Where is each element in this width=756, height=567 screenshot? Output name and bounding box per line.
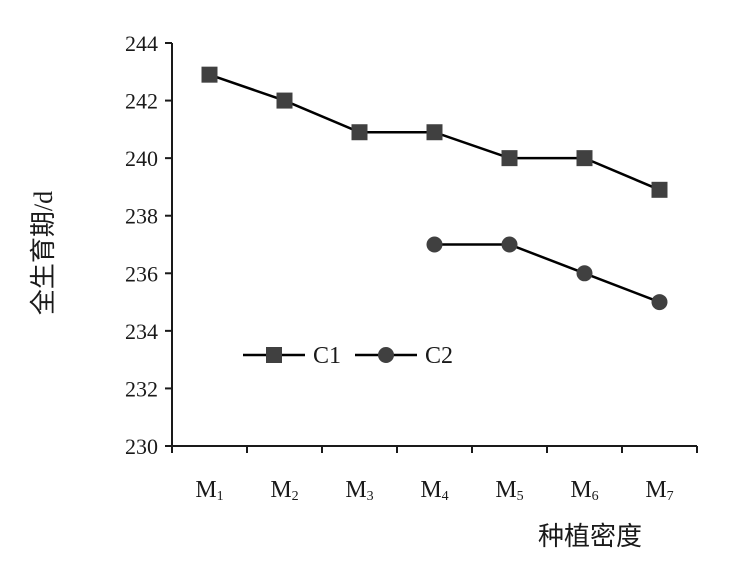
data-point [426, 124, 443, 141]
series-c1 [201, 66, 668, 198]
data-point [351, 124, 368, 141]
y-axis-title: 全生育期/d [29, 191, 58, 315]
data-point [651, 294, 668, 311]
y-tick-label: 238 [125, 204, 158, 229]
x-tick-label: M7 [645, 477, 673, 504]
x-tick-label-base: M [420, 477, 441, 503]
x-tick-label-subscript: 5 [517, 489, 524, 504]
x-tick-label-base: M [270, 477, 291, 503]
series-line [434, 243, 660, 304]
x-tick-label-subscript: 3 [367, 489, 374, 504]
x-tick-label: M6 [570, 477, 598, 504]
x-tick-label-base: M [570, 477, 591, 503]
legend: C1 C2 [243, 343, 453, 369]
y-tick-label: 244 [125, 31, 158, 56]
x-tick-label-subscript: 6 [592, 489, 599, 504]
data-point [276, 92, 293, 109]
x-tick-label-base: M [495, 477, 516, 503]
legend-item-c2: C2 [355, 343, 453, 369]
y-tick-label: 242 [125, 89, 158, 114]
data-point [201, 66, 218, 83]
legend-label: C2 [425, 343, 453, 369]
data-point [501, 150, 518, 167]
data-point [651, 181, 668, 198]
x-tick-label: M3 [345, 477, 373, 504]
x-tick-label-subscript: 4 [442, 489, 449, 504]
y-tick-label: 240 [125, 146, 158, 171]
legend-item-c1: C1 [243, 343, 341, 369]
y-tick-label: 236 [125, 261, 158, 286]
x-tick-label-base: M [345, 477, 366, 503]
x-tick-label: M5 [495, 477, 523, 504]
x-tick-label-base: M [645, 477, 666, 503]
x-axis-title: 种植密度 [538, 522, 642, 551]
legend-marker [266, 347, 282, 363]
series-layer [201, 66, 668, 311]
y-tick-label: 230 [125, 434, 158, 459]
x-tick-label: M2 [270, 477, 298, 504]
x-tick-label-subscript: 1 [217, 489, 224, 504]
x-tick-label: M1 [195, 477, 223, 504]
legend-marker [378, 347, 394, 363]
data-point [576, 150, 593, 167]
data-point [501, 236, 518, 253]
x-tick-label-subscript: 2 [292, 489, 299, 504]
x-ticks: M1 M2 M3 M4 M5 M6 M7 [171, 446, 698, 504]
data-point [426, 236, 443, 253]
x-tick-label-base: M [195, 477, 216, 503]
x-tick-label: M4 [420, 477, 448, 504]
x-tick-label-subscript: 7 [667, 489, 674, 504]
series-c2 [426, 236, 668, 311]
y-tick-label: 234 [125, 319, 158, 344]
legend-label: C1 [313, 343, 341, 369]
data-point [576, 265, 593, 282]
y-ticks: 230 232 234 236 238 240 242 244 [125, 31, 172, 459]
y-tick-label: 232 [125, 376, 158, 401]
